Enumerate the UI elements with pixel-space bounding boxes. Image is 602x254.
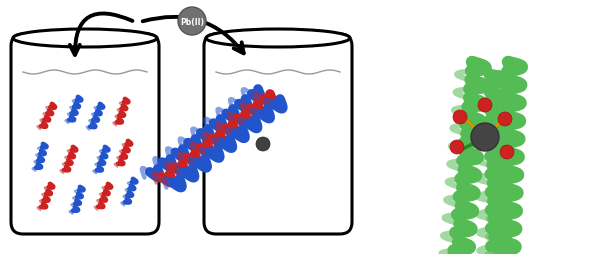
FancyBboxPatch shape: [11, 35, 159, 234]
Circle shape: [450, 140, 464, 154]
FancyBboxPatch shape: [204, 35, 352, 234]
Circle shape: [256, 137, 270, 151]
Circle shape: [453, 110, 467, 124]
Circle shape: [178, 8, 206, 36]
Circle shape: [478, 99, 492, 113]
Ellipse shape: [13, 30, 157, 48]
Ellipse shape: [206, 30, 350, 48]
Text: Pb(II): Pb(II): [180, 18, 204, 26]
Circle shape: [471, 123, 499, 151]
Circle shape: [498, 113, 512, 126]
Circle shape: [500, 146, 514, 159]
